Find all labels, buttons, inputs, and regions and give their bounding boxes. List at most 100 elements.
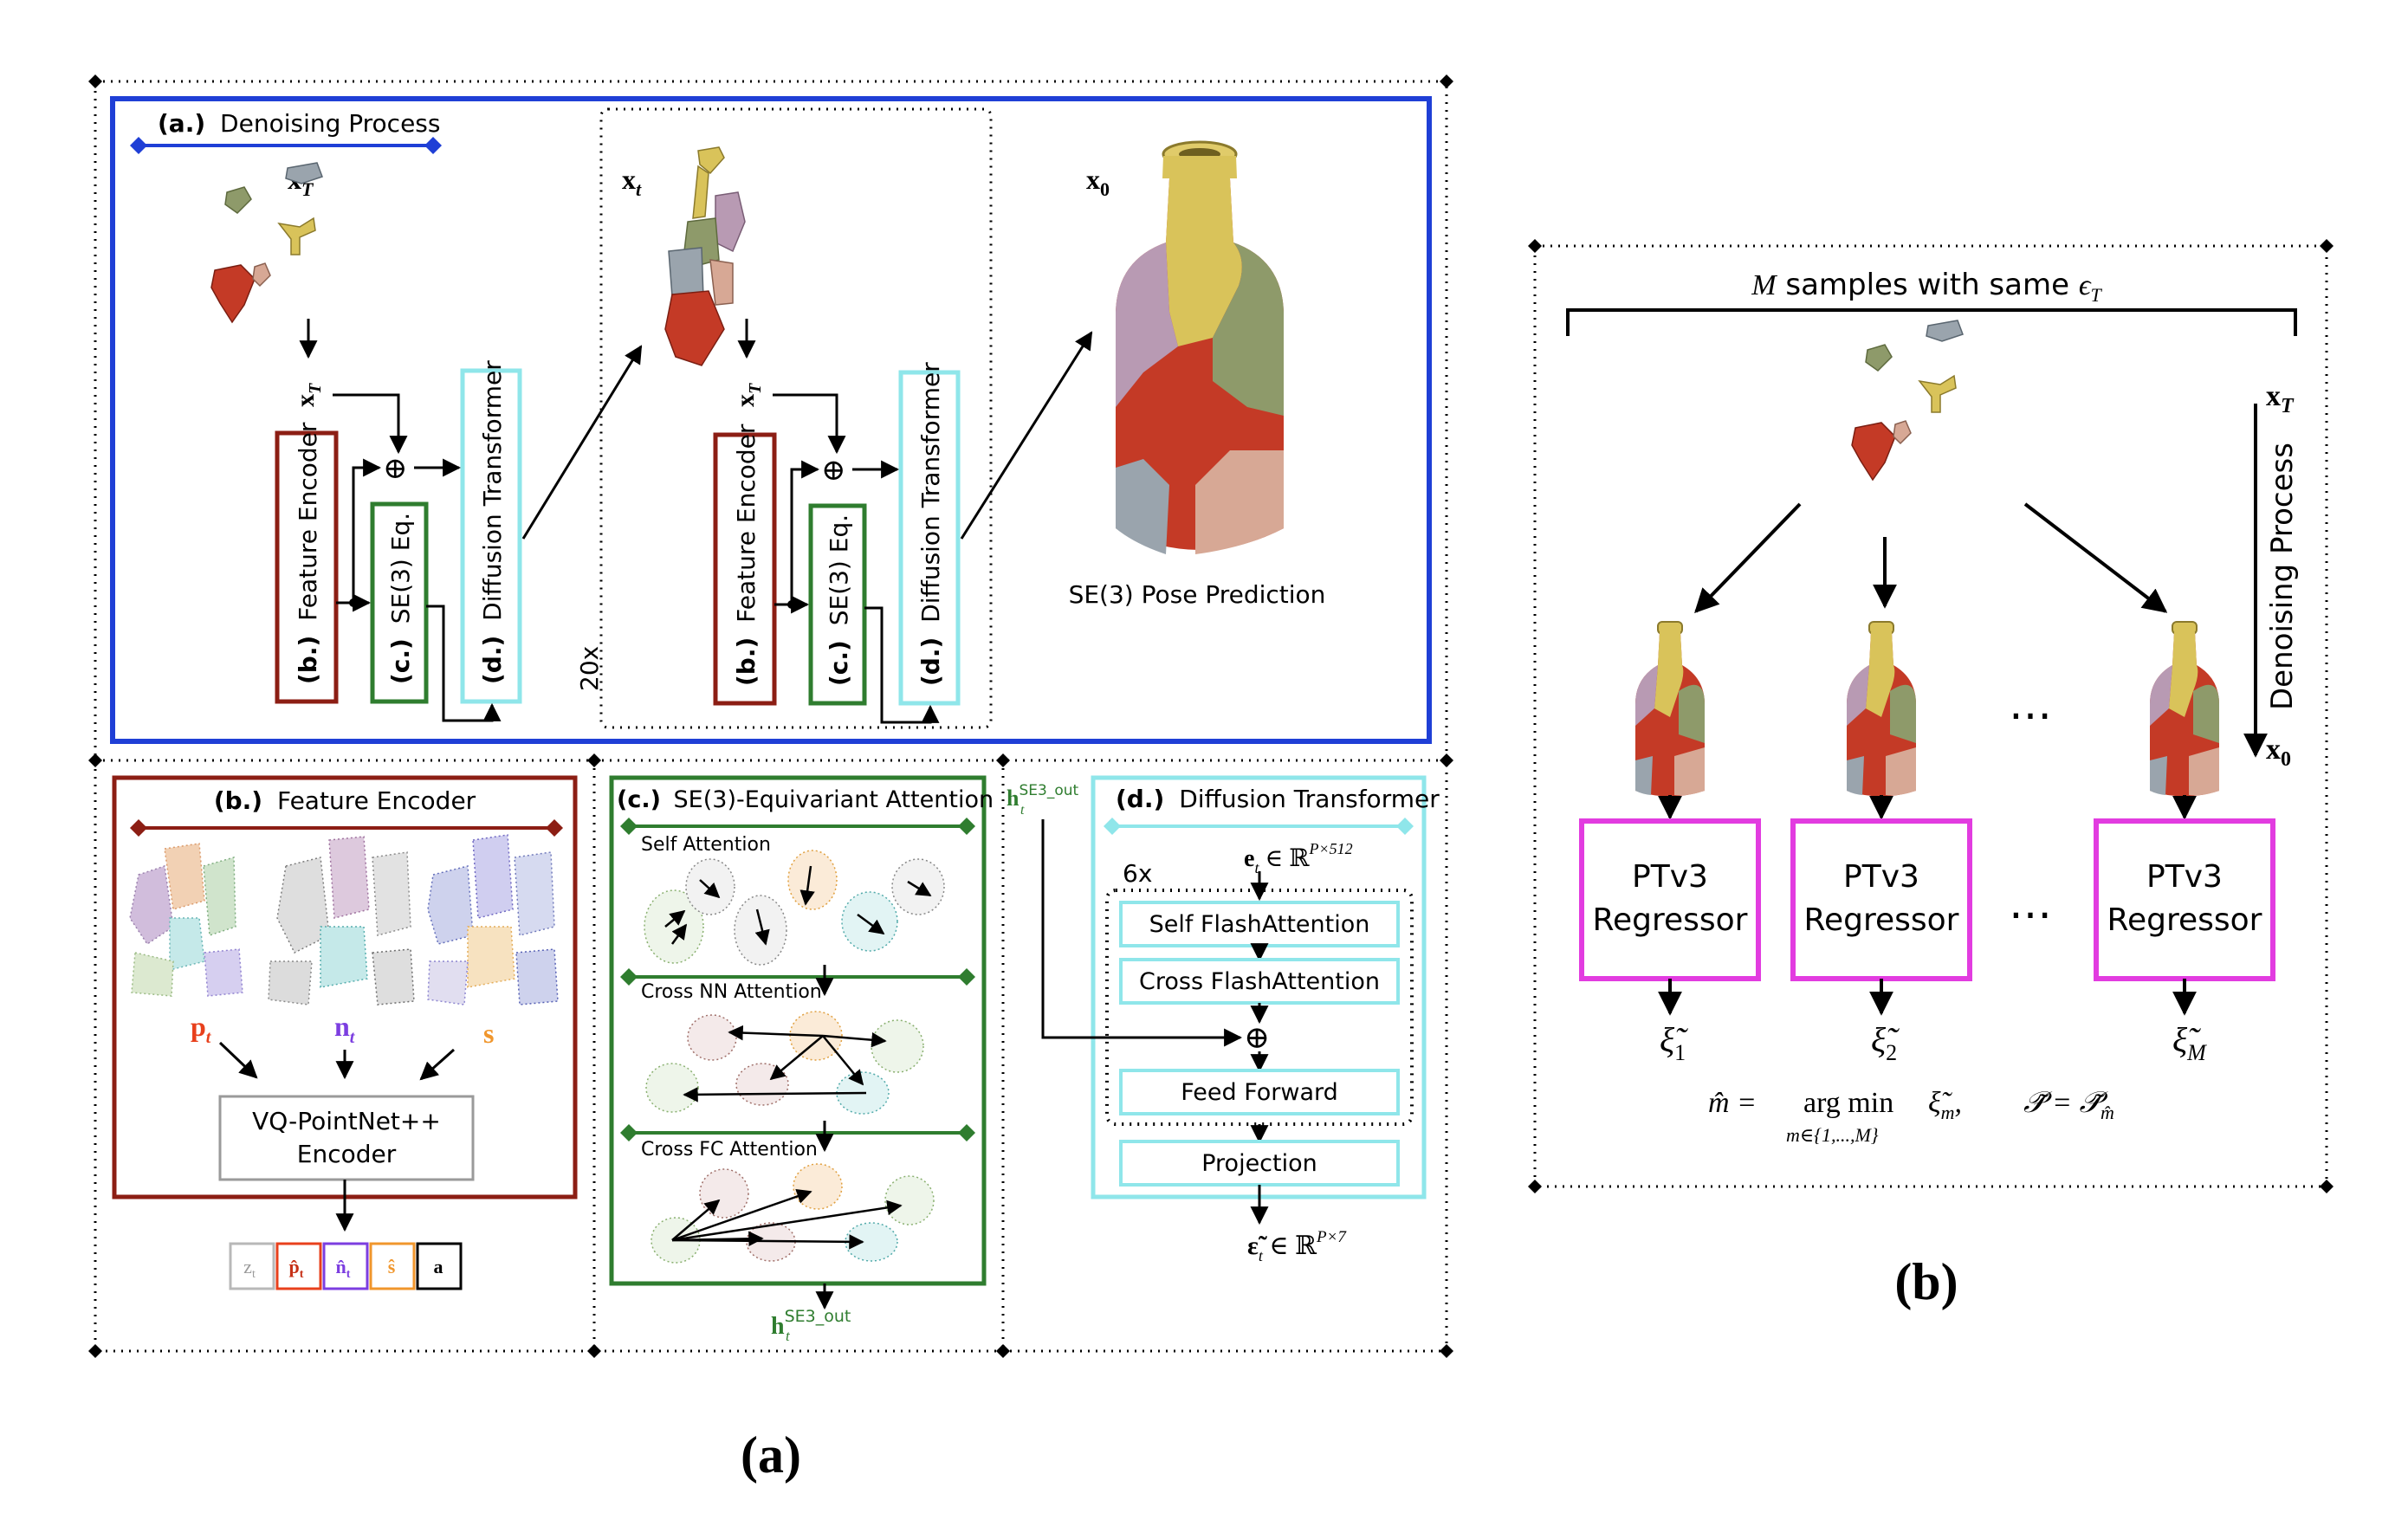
vq-encoder-line2: Encoder [297,1140,397,1168]
feature-encoder-block-tag: (b.) [294,636,322,684]
selection-formula: m̂ = arg min m∈{1,...,M} ξ̃m, 𝒫̃ = 𝒫̃m̂ [1708,1087,2114,1146]
svg-text:(a.) Denoising Process: (a.) Denoising Process [158,109,440,138]
token-z [229,1242,275,1290]
panel-b-xT: xT [2266,380,2295,417]
se3-block-2-label: SE(3) Eq. [825,514,853,625]
sum-node-2: ⊕ [821,455,846,487]
feature-encoder-block-2-tag: (b.) [732,637,761,686]
positions-label: pt [191,1011,212,1047]
svg-text:(c.) SE(3) Eq.: (c.) SE(3) Eq. [825,514,853,686]
regressor-ellipsis: … [2009,878,2052,928]
feed-forward-block [1119,1069,1400,1115]
token-s [369,1242,416,1290]
normals-label: nt [334,1011,356,1047]
dt-block-label: Diffusion Transformer [478,360,507,621]
vq-encoder-line1: VQ-PointNet++ [252,1107,441,1135]
e-input-label: et ∈ ℝP×512 [1244,840,1353,876]
regressor-1-line2: Regressor [1593,902,1748,938]
svg-text:(d.) Diffusion Transform: (d.) Diffusion Transformer [916,362,945,686]
regressor-1: PTv3 Regressor ξ̃1 [1579,795,1761,1065]
regressor-2-output: ξ̃2 [1871,1020,1900,1065]
xT-arrow-label-2: xT [731,383,765,407]
feature-encoder-tag: (b.) [214,786,262,815]
xt-label: xt [622,164,642,200]
regressor-m-line2: Regressor [2107,902,2262,938]
formula-left: m̂ = [1708,1087,1757,1119]
assembled-bottle [1116,140,1284,554]
iteration-repeat: 20x [575,646,604,691]
svg-text:(b.) Feature Encoder: (b.) Feature Encoder [214,786,476,815]
x0-label: x0 [1086,164,1110,200]
samples-bracket [1566,308,2297,336]
denoising-tag: (a.) [158,109,205,138]
regressor-m-output: ξ̃M [2172,1020,2207,1065]
diffusion-transformer-block-2 [898,370,961,706]
formula-right: 𝒫̃ = 𝒫̃m̂ [2023,1087,2114,1123]
self-flash-attention-block [1119,901,1400,947]
h-se3-in-label: hSE3_out [1007,782,1078,811]
svg-text:ŝ: ŝ [388,1256,396,1277]
svg-text:(c.) SE(3)-Equivariant A: (c.) SE(3)-Equivariant Attention [617,786,994,813]
feature-encoder-panel: (b.) Feature Encoder [112,775,578,1290]
token-row: zt p̂t n̂t ŝ a [229,1242,463,1290]
diffusion-transformer-block [460,368,522,704]
feature-encoder-block [275,430,339,704]
se3-attention-tag: (c.) [617,786,661,813]
token-p [275,1242,322,1290]
svg-text:(b.) Feature Encoder: (b.) Feature Encoder [732,424,761,686]
samples-ellipsis: … [2009,679,2052,729]
cross-flash-attention: Cross FlashAttention [1139,968,1380,995]
token-a [416,1242,463,1290]
token-n [322,1242,369,1290]
cross-nn-label: Cross NN Attention [641,981,822,1003]
regressor-1-output: ξ̃1 [1660,1020,1688,1065]
dt-panel-title: Diffusion Transformer [1179,785,1440,813]
formula-op-sub: m∈{1,...,M} [1786,1124,1879,1146]
projection: Projection [1201,1150,1317,1177]
feed-forward: Feed Forward [1181,1079,1338,1106]
panel-a-frame [88,74,1453,1358]
feature-encoder-title: Feature Encoder [277,786,476,815]
se3-attention-panel: (c.) SE(3)-Equivariant Attention Self At… [609,775,994,1344]
feature-encoder-block-2-label: Feature Encoder [732,424,761,623]
dt-block-2-label: Diffusion Transformer [916,362,945,623]
h-se3-out-label: hSE3_out [771,1307,851,1340]
iteration-box [599,107,993,729]
bottle-sample-2 [1846,621,1917,798]
cross-fc-graph [651,1163,935,1264]
regressor-2-line2: Regressor [1804,902,1959,938]
formula-term: ξ̃m, [1928,1087,1962,1123]
dt-block-tag: (d.) [478,636,507,684]
cross-nn-graph [645,1011,924,1115]
cross-flash-attention-block [1119,958,1400,1005]
panel-b-denoising: Denoising Process [2265,443,2300,710]
dt-panel-tag: (d.) [1116,785,1164,813]
svg-text:zt: zt [243,1256,256,1281]
self-flash-attention: Self FlashAttention [1149,911,1370,938]
caption-b: (b) [1894,1253,1958,1310]
pose-prediction-label: SE(3) Pose Prediction [1069,580,1326,609]
se3-block-tag: (c.) [386,638,415,684]
panel-b: M samples with same ϵT xT Denoising Proc… [1528,239,2334,1193]
feature-encoder-block-2 [713,432,777,706]
svg-text:n̂t: n̂t [336,1256,351,1281]
h-se3-out-sub: t [786,1328,791,1344]
dt-sum-node: ⊕ [1244,1020,1270,1055]
regressor-1-line1: PTv3 [1632,859,1708,895]
denoising-title: Denoising Process [220,109,440,138]
panel-b-fragments [1851,320,1964,481]
vq-pointnet-encoder [218,1095,475,1181]
svg-text:(c.) SE(3) Eq.: (c.) SE(3) Eq. [386,513,415,684]
cross-fc-label: Cross FC Attention [641,1139,818,1161]
se3-block-label: SE(3) Eq. [386,513,415,624]
point-cloud-normals [268,836,415,1005]
samples-label: M samples with same ϵT [1751,268,2102,306]
intermediate-fragments [664,146,746,366]
svg-text:p̂t: p̂t [289,1256,304,1281]
svg-text:(d.) Diffusion Transform: (d.) Diffusion Transformer [1116,785,1440,813]
bottle-sample-m [2149,621,2220,798]
se3-block-2-tag: (c.) [825,640,853,686]
h-se3-in-sub: t [1020,803,1025,818]
bottle-sample-1 [1634,621,1706,798]
caption-a: (a) [741,1426,801,1484]
